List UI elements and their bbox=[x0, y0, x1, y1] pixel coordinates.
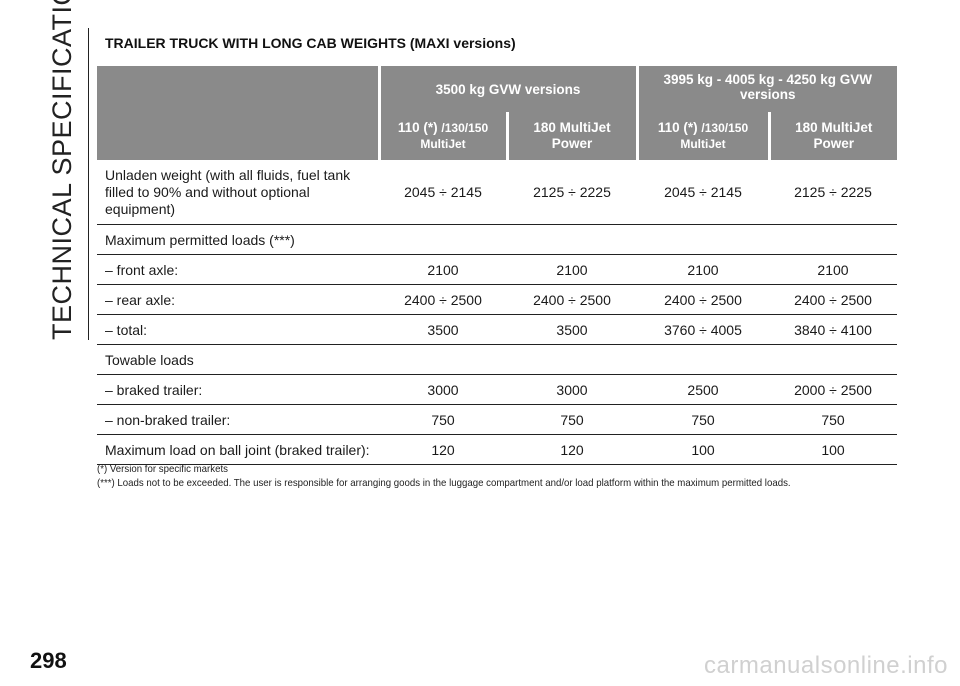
table-cell: 2100 bbox=[379, 254, 507, 285]
table-cell: 3760 ÷ 4005 bbox=[637, 314, 769, 345]
table-cell: 3500 bbox=[507, 314, 637, 345]
table-row: – braked trailer: 3000 3000 2500 2000 ÷ … bbox=[97, 374, 897, 405]
table-cell: 3500 bbox=[379, 314, 507, 345]
column-header-line2: MultiJet bbox=[680, 137, 726, 151]
table-row: – non-braked trailer: 750 750 750 750 bbox=[97, 404, 897, 435]
table-row: Maximum permitted loads (***) bbox=[97, 224, 897, 255]
table-row: – front axle: 2100 2100 2100 2100 bbox=[97, 254, 897, 285]
table-row: Unladen weight (with all fluids, fuel ta… bbox=[97, 160, 897, 225]
column-header-main: 180 MultiJet bbox=[533, 120, 611, 135]
column-header: 180 MultiJet Power bbox=[767, 112, 897, 160]
row-label: Maximum load on ball joint (braked trail… bbox=[97, 434, 379, 465]
table-row: Maximum load on ball joint (braked trail… bbox=[97, 434, 897, 465]
table-cell: 100 bbox=[769, 434, 897, 465]
table-cell: 750 bbox=[507, 404, 637, 435]
column-header: 110 (*) /130/150 MultiJet bbox=[635, 112, 769, 160]
table-row: – total: 3500 3500 3760 ÷ 4005 3840 ÷ 41… bbox=[97, 314, 897, 345]
table-cell bbox=[507, 224, 637, 255]
table-cell: 100 bbox=[637, 434, 769, 465]
row-label: – total: bbox=[97, 314, 379, 345]
table-cell: 2100 bbox=[769, 254, 897, 285]
row-label: Unladen weight (with all fluids, fuel ta… bbox=[97, 160, 379, 225]
footnote: (*) Version for specific markets bbox=[97, 463, 228, 475]
row-label: – front axle: bbox=[97, 254, 379, 285]
table-cell: 2100 bbox=[507, 254, 637, 285]
table-row: – rear axle: 2400 ÷ 2500 2400 ÷ 2500 240… bbox=[97, 284, 897, 315]
table-cell: 2400 ÷ 2500 bbox=[769, 284, 897, 315]
side-divider bbox=[88, 28, 89, 340]
page-number: 298 bbox=[30, 648, 67, 673]
table-cell: 3000 bbox=[507, 374, 637, 405]
table-cell: 2000 ÷ 2500 bbox=[769, 374, 897, 405]
table-cell: 750 bbox=[637, 404, 769, 435]
group-header-3500: 3500 kg GVW versions bbox=[377, 66, 637, 112]
table-cell: 750 bbox=[379, 404, 507, 435]
row-label: Maximum permitted loads (***) bbox=[97, 224, 379, 255]
side-section-title: TECHNICAL SPECIFICATIONS bbox=[47, 0, 77, 340]
table-cell: 120 bbox=[379, 434, 507, 465]
table-cell: 2045 ÷ 2145 bbox=[379, 160, 507, 225]
table-cell: 2045 ÷ 2145 bbox=[637, 160, 769, 225]
table-cell: 120 bbox=[507, 434, 637, 465]
weights-table: 3500 kg GVW versions 3995 kg - 4005 kg -… bbox=[97, 66, 897, 465]
column-header: 180 MultiJet Power bbox=[505, 112, 637, 160]
column-header-sub: /130/150 bbox=[441, 121, 489, 135]
table-cell bbox=[637, 344, 769, 375]
column-header: 110 (*) /130/150 MultiJet bbox=[377, 112, 507, 160]
table-cell: 2125 ÷ 2225 bbox=[507, 160, 637, 225]
table-cell: 2400 ÷ 2500 bbox=[379, 284, 507, 315]
column-header-main: 110 (*) bbox=[397, 120, 438, 135]
row-label: – non-braked trailer: bbox=[97, 404, 379, 435]
column-header-main: 180 MultiJet bbox=[795, 120, 873, 135]
table-cell: 3840 ÷ 4100 bbox=[769, 314, 897, 345]
table-cell bbox=[507, 344, 637, 375]
section-title: TRAILER TRUCK WITH LONG CAB WEIGHTS (MAX… bbox=[105, 35, 516, 51]
row-label: Towable loads bbox=[97, 344, 379, 375]
column-header-sub: /130/150 bbox=[701, 121, 749, 135]
table-cell: 2500 bbox=[637, 374, 769, 405]
table-cell: 750 bbox=[769, 404, 897, 435]
table-cell bbox=[379, 224, 507, 255]
column-header-line2: Power bbox=[813, 136, 854, 151]
footnote: (***) Loads not to be exceeded. The user… bbox=[97, 477, 791, 489]
table-cell bbox=[769, 344, 897, 375]
side-section-tab: TECHNICAL SPECIFICATIONS bbox=[38, 0, 86, 340]
table-cell: 2125 ÷ 2225 bbox=[769, 160, 897, 225]
group-header-3995-4250: 3995 kg - 4005 kg - 4250 kg GVW versions bbox=[635, 66, 897, 112]
row-label: – rear axle: bbox=[97, 284, 379, 315]
table-row: Towable loads bbox=[97, 344, 897, 375]
table-cell: 3000 bbox=[379, 374, 507, 405]
watermark: carmanualsonline.info bbox=[704, 652, 948, 679]
table-cell bbox=[637, 224, 769, 255]
table-cell: 2400 ÷ 2500 bbox=[507, 284, 637, 315]
table-cell: 2400 ÷ 2500 bbox=[637, 284, 769, 315]
table-cell: 2100 bbox=[637, 254, 769, 285]
table-corner-cell bbox=[97, 66, 379, 160]
column-header-line2: MultiJet bbox=[420, 137, 466, 151]
table-cell bbox=[379, 344, 507, 375]
table-cell bbox=[769, 224, 897, 255]
column-header-main: 110 (*) bbox=[657, 120, 698, 135]
footnotes: (*) Version for specific markets (***) L… bbox=[97, 462, 897, 490]
row-label: – braked trailer: bbox=[97, 374, 379, 405]
column-header-line2: Power bbox=[551, 136, 593, 151]
